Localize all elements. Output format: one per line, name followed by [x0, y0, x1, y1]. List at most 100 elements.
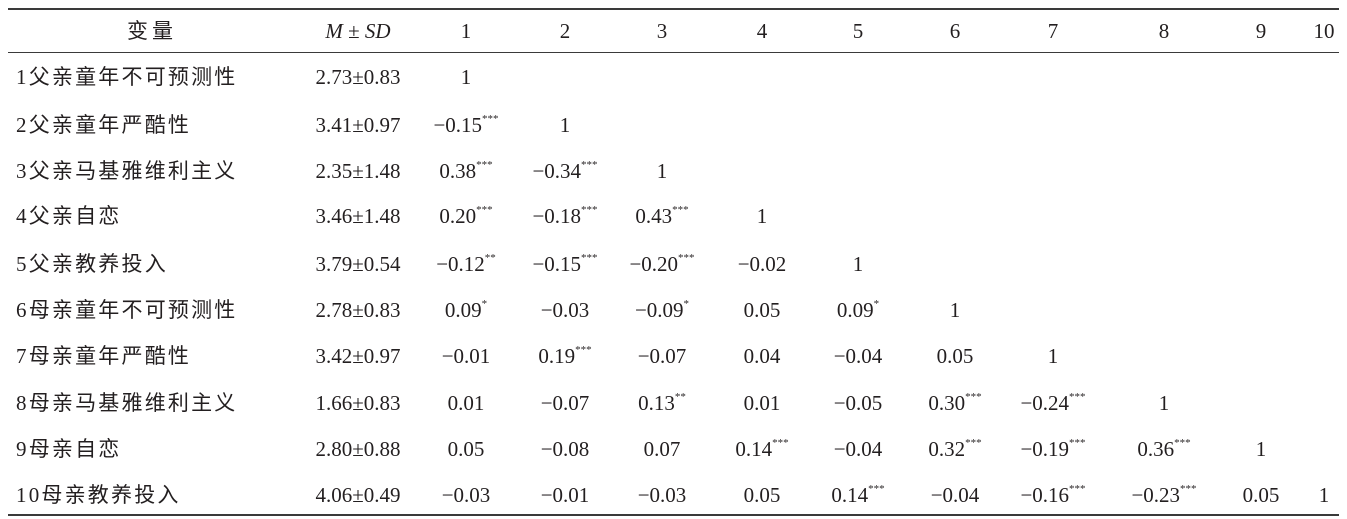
corr-value: −0.34 [532, 159, 582, 183]
row-label: 2父亲童年严酷性 [16, 113, 192, 137]
corr-value: −0.03 [540, 298, 590, 322]
corr-value: 1 [949, 298, 961, 322]
corr-value: −0.01 [441, 344, 491, 368]
corr-value: 1 [756, 204, 768, 228]
corr-value: 0.09 [836, 298, 874, 322]
corr-value: 0.13 [638, 391, 675, 415]
significance-marker: * [481, 298, 488, 310]
corr-cell: −0.34*** [517, 157, 613, 185]
corr-value: 0.05 [743, 483, 781, 507]
corr-value: −0.03 [441, 483, 491, 507]
corr-value: 0.30 [928, 391, 966, 415]
corr-cell: 0.38*** [418, 157, 514, 185]
corr-cell: 0.01 [418, 389, 514, 417]
significance-marker: *** [772, 437, 789, 449]
corr-value: −0.04 [833, 437, 883, 461]
corr-value: 1 [1255, 437, 1267, 461]
corr-value: 0.01 [743, 391, 781, 415]
corr-cell: 0.14*** [714, 435, 810, 463]
corr-value: 0.32 [928, 437, 966, 461]
corr-value: −0.20 [629, 252, 679, 276]
corr-cell: 1 [810, 250, 906, 278]
significance-marker: *** [476, 204, 493, 216]
corr-cell: 1 [1005, 342, 1101, 370]
corr-cell: −0.03 [418, 481, 514, 509]
row-mean-sd: 2.80±0.88 [315, 437, 401, 461]
corr-value: −0.04 [930, 483, 980, 507]
corr-value: 0.20 [439, 204, 477, 228]
corr-cell: 1 [614, 157, 710, 185]
corr-cell: 1 [1276, 481, 1347, 509]
corr-cell: −0.19*** [1005, 435, 1101, 463]
significance-marker: *** [965, 437, 982, 449]
significance-marker: ** [674, 391, 686, 403]
corr-cell: −0.09* [614, 296, 710, 324]
row-mean-sd: 2.35±1.48 [315, 159, 401, 183]
corr-value: 0.07 [643, 437, 681, 461]
corr-cell: 0.20*** [418, 202, 514, 230]
row-mean-sd: 2.78±0.83 [315, 298, 401, 322]
row-mean-sd: 1.66±0.83 [315, 391, 401, 415]
row-mean-sd: 3.41±0.97 [315, 113, 401, 137]
corr-value: −0.24 [1020, 391, 1070, 415]
corr-value: −0.15 [532, 252, 582, 276]
corr-cell: −0.05 [810, 389, 906, 417]
header-col-4: 4 [756, 19, 768, 43]
corr-value: −0.15 [433, 113, 483, 137]
significance-marker: *** [1174, 437, 1191, 449]
corr-value: −0.04 [833, 344, 883, 368]
corr-value: 1 [656, 159, 668, 183]
corr-value: 1 [852, 252, 864, 276]
corr-cell: −0.04 [907, 481, 1003, 509]
corr-value: 1 [1318, 483, 1330, 507]
corr-value: −0.08 [540, 437, 590, 461]
corr-cell: −0.01 [418, 342, 514, 370]
row-label: 7母亲童年严酷性 [16, 344, 192, 368]
corr-value: −0.01 [540, 483, 590, 507]
corr-value: −0.16 [1020, 483, 1070, 507]
row-label: 3父亲马基雅维利主义 [16, 159, 238, 183]
corr-cell: 0.09* [418, 296, 514, 324]
corr-cell: 0.05 [1213, 481, 1309, 509]
corr-value: −0.07 [637, 344, 687, 368]
significance-marker: *** [482, 113, 499, 125]
corr-cell: −0.04 [810, 435, 906, 463]
corr-cell: −0.16*** [1005, 481, 1101, 509]
corr-cell: −0.07 [614, 342, 710, 370]
significance-marker: *** [581, 159, 598, 171]
corr-cell: −0.20*** [614, 250, 710, 278]
corr-cell: 0.04 [714, 342, 810, 370]
corr-value: 0.01 [447, 391, 485, 415]
significance-marker: *** [1180, 483, 1197, 495]
corr-value: 0.05 [743, 298, 781, 322]
corr-cell: 1 [418, 63, 514, 91]
header-col-2: 2 [559, 19, 571, 43]
corr-cell: 0.32*** [907, 435, 1003, 463]
significance-marker: * [873, 298, 880, 310]
row-label: 5父亲教养投入 [16, 252, 168, 276]
corr-cell: 1 [1213, 435, 1309, 463]
top-rule [8, 8, 1339, 10]
header-col-5: 5 [852, 19, 864, 43]
significance-marker: *** [672, 204, 689, 216]
significance-marker: ** [484, 252, 496, 264]
significance-marker: *** [575, 344, 592, 356]
row-mean-sd: 4.06±0.49 [315, 483, 401, 507]
corr-value: 1 [559, 113, 571, 137]
corr-cell: 0.05 [714, 296, 810, 324]
significance-marker: *** [868, 483, 885, 495]
corr-value: 0.14 [735, 437, 773, 461]
corr-value: −0.03 [637, 483, 687, 507]
header-col-3: 3 [656, 19, 668, 43]
row-mean-sd: 3.42±0.97 [315, 344, 401, 368]
row-mean-sd: 3.46±1.48 [315, 204, 401, 228]
corr-cell: 0.36*** [1116, 435, 1212, 463]
corr-cell: 0.43*** [614, 202, 710, 230]
significance-marker: *** [965, 391, 982, 403]
header-col-8: 8 [1158, 19, 1170, 43]
corr-cell: 1 [1116, 389, 1212, 417]
corr-value: 0.36 [1137, 437, 1175, 461]
corr-value: 0.19 [538, 344, 576, 368]
corr-value: −0.07 [540, 391, 590, 415]
corr-cell: −0.04 [810, 342, 906, 370]
